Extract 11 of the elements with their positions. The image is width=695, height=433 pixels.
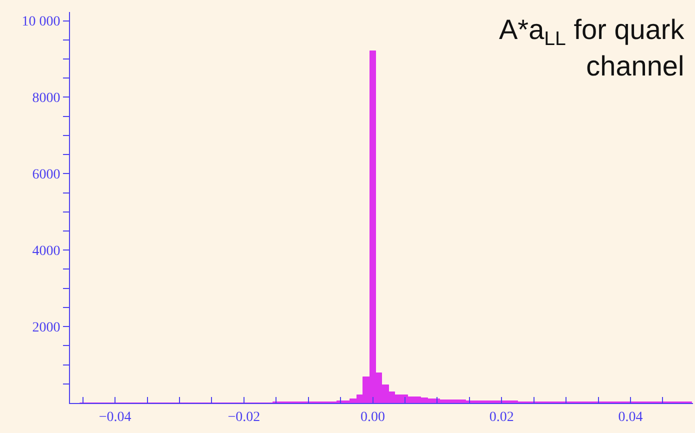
- text: A*a$_{LL}$ for quark channel: [499, 14, 686, 82]
- y-tick-label: 10 000: [22, 14, 60, 30]
- y-tick-label: 8000: [32, 91, 60, 106]
- x-tick-label: 0.00: [360, 410, 386, 425]
- y-tick-label: 2000: [32, 320, 60, 336]
- y-tick-label: 6000: [32, 168, 60, 183]
- x-tick-label: 0.02: [489, 410, 514, 425]
- x-tick-label: 0.04: [618, 410, 643, 425]
- x-tick-label: −0.04: [98, 410, 132, 425]
- x-tick-label: −0.02: [228, 410, 260, 425]
- y-tick-label: 4000: [32, 244, 60, 260]
